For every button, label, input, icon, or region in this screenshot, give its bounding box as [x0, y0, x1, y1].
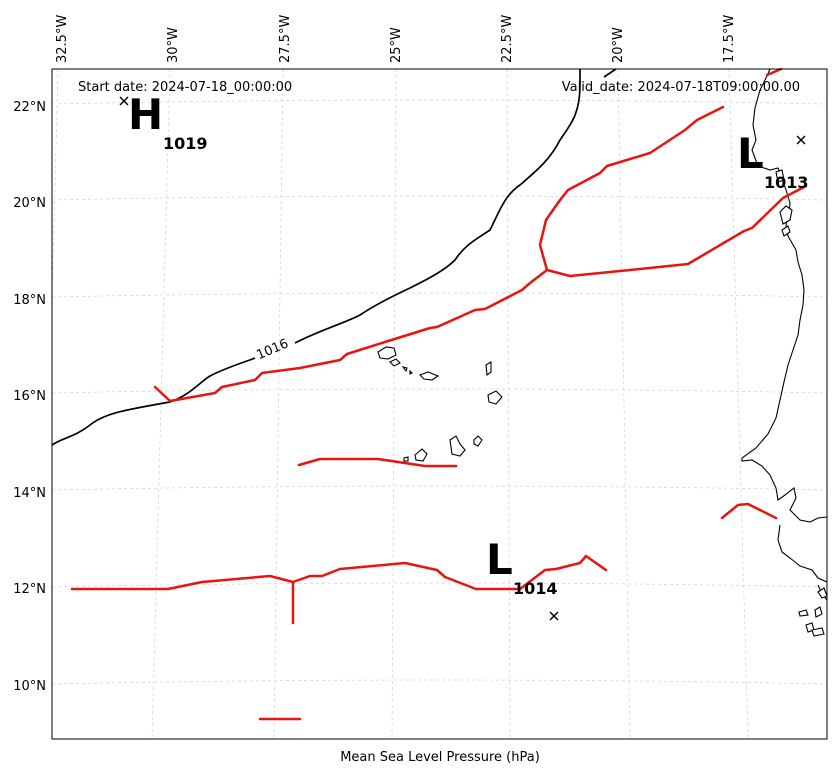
- gridlines: [51, 68, 828, 740]
- high-center-letter: H: [128, 90, 163, 139]
- latitude-labels: 22°N 20°N 18°N 16°N 14°N 12°N 10°N: [13, 100, 46, 694]
- lat-label: 12°N: [13, 582, 46, 597]
- lon-label: 32.5°W: [55, 15, 70, 63]
- lat-label: 20°N: [13, 196, 46, 211]
- low-center-value-north: 1013: [764, 173, 809, 192]
- lat-label: 10°N: [13, 679, 46, 694]
- lat-label: 18°N: [13, 293, 46, 308]
- lon-label: 27.5°W: [278, 15, 293, 63]
- low-center-mark-north: [796, 135, 806, 145]
- high-center-mark: [119, 96, 129, 106]
- low-center-mark-south: [549, 611, 559, 621]
- high-center-value: 1019: [163, 134, 208, 153]
- lon-label: 17.5°W: [722, 15, 737, 63]
- lat-label: 14°N: [13, 486, 46, 501]
- start-date-label: Start date: 2024-07-18_00:00:00: [78, 80, 292, 95]
- low-center-letter-north: L: [737, 129, 764, 178]
- lon-label: 30°W: [166, 27, 181, 63]
- longitude-labels: 32.5°W 30°W 27.5°W 25°W 22.5°W 20°W 17.5…: [55, 15, 737, 63]
- trough-lines: [70, 67, 808, 721]
- map-frame: [51, 68, 828, 740]
- lon-label: 22.5°W: [500, 15, 515, 63]
- map-area: 1016: [51, 67, 828, 740]
- low-center-value-south: 1014: [513, 579, 558, 598]
- lat-label: 16°N: [13, 389, 46, 404]
- islands-cape-verde: [377, 346, 503, 462]
- coastline-africa: [741, 68, 828, 637]
- lon-label: 25°W: [389, 27, 404, 63]
- map-caption: Mean Sea Level Pressure (hPa): [340, 750, 540, 765]
- lon-label: 20°W: [611, 27, 626, 63]
- pressure-center-marks: [119, 96, 806, 621]
- lat-label: 22°N: [13, 100, 46, 115]
- valid-date-label: Valid_date: 2024-07-18T09:00:00.00: [562, 80, 800, 95]
- low-center-letter-south: L: [486, 535, 513, 584]
- pressure-centers: H 1019 L 1013 L 1014: [128, 90, 809, 598]
